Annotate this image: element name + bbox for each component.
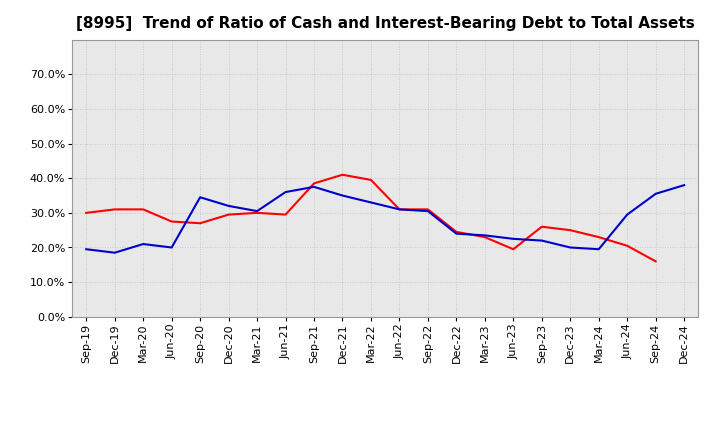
Cash — [366, 177, 375, 183]
Interest-Bearing Debt — [110, 250, 119, 255]
Interest-Bearing Debt — [566, 245, 575, 250]
Interest-Bearing Debt — [480, 233, 489, 238]
Interest-Bearing Debt — [452, 231, 461, 236]
Cash — [196, 220, 204, 226]
Interest-Bearing Debt — [623, 212, 631, 217]
Cash — [452, 229, 461, 235]
Interest-Bearing Debt — [82, 246, 91, 252]
Cash — [480, 235, 489, 240]
Cash — [282, 212, 290, 217]
Cash — [225, 212, 233, 217]
Cash — [537, 224, 546, 229]
Interest-Bearing Debt — [253, 209, 261, 214]
Line: Interest-Bearing Debt: Interest-Bearing Debt — [86, 185, 684, 253]
Cash — [623, 243, 631, 249]
Interest-Bearing Debt — [338, 193, 347, 198]
Interest-Bearing Debt — [423, 209, 432, 214]
Interest-Bearing Debt — [139, 242, 148, 247]
Cash — [395, 207, 404, 212]
Cash — [566, 227, 575, 233]
Cash — [253, 210, 261, 216]
Cash — [82, 210, 91, 216]
Interest-Bearing Debt — [509, 236, 518, 242]
Interest-Bearing Debt — [537, 238, 546, 243]
Interest-Bearing Debt — [282, 189, 290, 194]
Interest-Bearing Debt — [680, 183, 688, 188]
Cash — [167, 219, 176, 224]
Cash — [139, 207, 148, 212]
Cash — [509, 246, 518, 252]
Cash — [310, 181, 318, 186]
Title: [8995]  Trend of Ratio of Cash and Interest-Bearing Debt to Total Assets: [8995] Trend of Ratio of Cash and Intere… — [76, 16, 695, 32]
Cash — [423, 207, 432, 212]
Interest-Bearing Debt — [225, 203, 233, 209]
Interest-Bearing Debt — [366, 200, 375, 205]
Interest-Bearing Debt — [196, 194, 204, 200]
Cash — [338, 172, 347, 177]
Cash — [110, 207, 119, 212]
Line: Cash: Cash — [86, 175, 656, 261]
Interest-Bearing Debt — [395, 207, 404, 212]
Interest-Bearing Debt — [310, 184, 318, 190]
Interest-Bearing Debt — [652, 191, 660, 196]
Interest-Bearing Debt — [167, 245, 176, 250]
Cash — [652, 259, 660, 264]
Interest-Bearing Debt — [595, 246, 603, 252]
Cash — [595, 235, 603, 240]
